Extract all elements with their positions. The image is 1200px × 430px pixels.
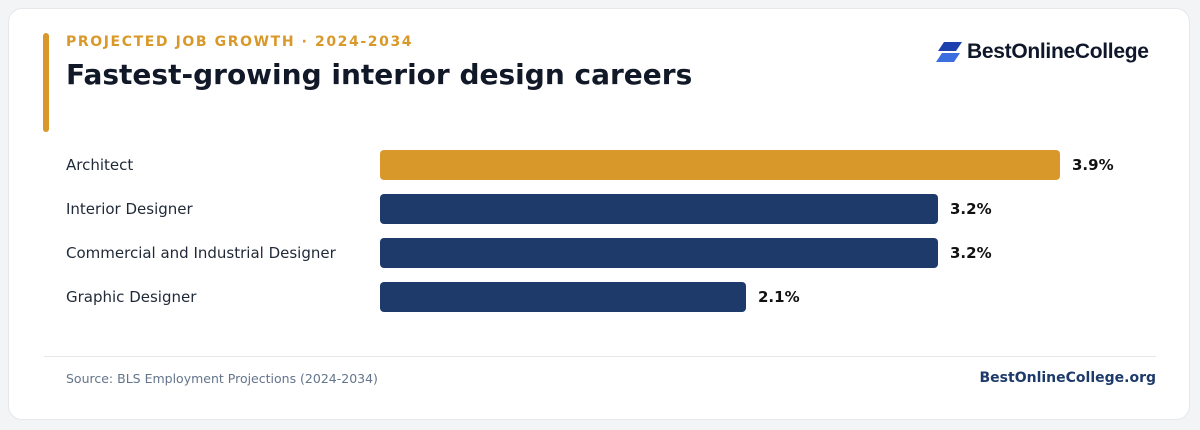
bar-value-label: 3.9% bbox=[1072, 156, 1114, 174]
accent-bar bbox=[43, 33, 49, 132]
stacked-parallelogram-logo-icon bbox=[936, 42, 962, 62]
source-note: Source: BLS Employment Projections (2024… bbox=[66, 371, 378, 386]
brand-name: BestOnlineCollege bbox=[967, 40, 1149, 63]
category-label: Interior Designer bbox=[66, 200, 193, 218]
bar bbox=[380, 238, 938, 268]
chart-eyebrow: PROJECTED JOB GROWTH · 2024-2034 bbox=[66, 34, 414, 50]
chart-title: Fastest-growing interior design careers bbox=[66, 58, 693, 91]
bar bbox=[380, 150, 1060, 180]
site-link[interactable]: BestOnlineCollege.org bbox=[979, 370, 1156, 386]
footer-divider bbox=[44, 356, 1156, 357]
category-label: Graphic Designer bbox=[66, 288, 197, 306]
category-label: Commercial and Industrial Designer bbox=[66, 244, 336, 262]
bar bbox=[380, 282, 746, 312]
category-label: Architect bbox=[66, 156, 134, 174]
bar bbox=[380, 194, 938, 224]
bar-value-label: 3.2% bbox=[950, 244, 992, 262]
bar-value-label: 2.1% bbox=[758, 288, 800, 306]
bar-value-label: 3.2% bbox=[950, 200, 992, 218]
